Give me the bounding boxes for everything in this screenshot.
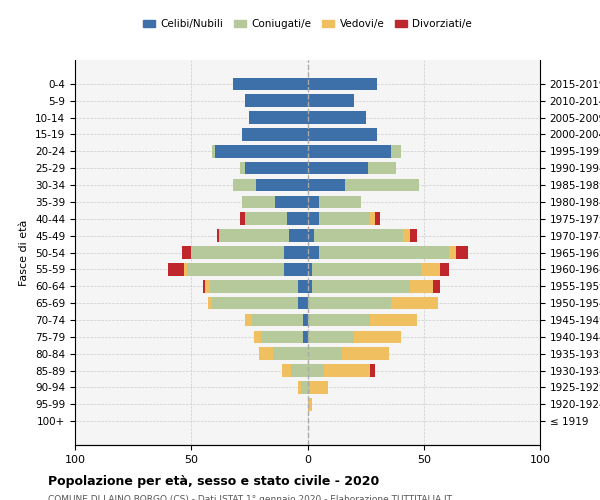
Bar [421, 263, 440, 276]
Bar [410, 230, 417, 242]
Bar [449, 246, 457, 259]
Bar [433, 280, 440, 292]
Bar [308, 314, 370, 326]
Bar [182, 246, 191, 259]
Bar [242, 196, 275, 208]
Bar [308, 398, 312, 410]
Bar [370, 212, 375, 225]
Text: Popolazione per età, sesso e stato civile - 2020: Popolazione per età, sesso e stato civil… [48, 475, 379, 488]
Bar [233, 178, 256, 192]
Bar [308, 162, 368, 174]
Bar [298, 297, 308, 310]
Bar [410, 280, 433, 292]
Bar [298, 381, 301, 394]
Bar [289, 230, 308, 242]
Bar [240, 212, 245, 225]
Bar [208, 297, 212, 310]
Bar [168, 263, 184, 276]
Bar [245, 94, 308, 107]
Bar [250, 111, 308, 124]
Bar [403, 230, 410, 242]
Bar [215, 145, 308, 158]
Bar [370, 314, 417, 326]
Bar [303, 330, 308, 343]
Bar [308, 128, 377, 141]
Bar [184, 263, 187, 276]
Bar [291, 364, 308, 377]
Bar [245, 162, 308, 174]
Bar [240, 162, 245, 174]
Bar [457, 246, 468, 259]
Bar [282, 364, 291, 377]
Bar [319, 196, 361, 208]
Bar [308, 297, 391, 310]
Bar [205, 280, 210, 292]
Bar [308, 263, 312, 276]
Bar [233, 78, 308, 90]
Bar [375, 212, 380, 225]
Bar [308, 94, 354, 107]
Bar [324, 364, 370, 377]
Bar [252, 314, 303, 326]
Bar [343, 348, 389, 360]
Bar [354, 330, 401, 343]
Bar [344, 178, 419, 192]
Bar [217, 230, 219, 242]
Y-axis label: Fasce di età: Fasce di età [19, 220, 29, 286]
Bar [254, 330, 261, 343]
Bar [256, 178, 308, 192]
Bar [245, 314, 252, 326]
Bar [219, 230, 289, 242]
Bar [308, 381, 310, 394]
Bar [308, 212, 319, 225]
Legend: Celibi/Nubili, Coniugati/e, Vedovi/e, Divorziati/e: Celibi/Nubili, Coniugati/e, Vedovi/e, Di… [139, 15, 476, 34]
Bar [314, 230, 403, 242]
Bar [212, 297, 298, 310]
Text: COMUNE DI LAINO BORGO (CS) - Dati ISTAT 1° gennaio 2020 - Elaborazione TUTTITALI: COMUNE DI LAINO BORGO (CS) - Dati ISTAT … [48, 495, 452, 500]
Bar [242, 128, 308, 141]
Bar [308, 78, 377, 90]
Bar [308, 348, 343, 360]
Bar [308, 196, 319, 208]
Bar [312, 280, 410, 292]
Bar [287, 212, 308, 225]
Bar [308, 330, 354, 343]
Bar [284, 263, 308, 276]
Bar [440, 263, 449, 276]
Bar [308, 111, 365, 124]
Bar [308, 145, 391, 158]
Bar [391, 297, 438, 310]
Bar [284, 246, 308, 259]
Bar [308, 364, 324, 377]
Bar [203, 280, 205, 292]
Bar [187, 263, 284, 276]
Bar [191, 246, 284, 259]
Bar [261, 330, 303, 343]
Bar [319, 212, 370, 225]
Bar [259, 348, 272, 360]
Bar [212, 145, 215, 158]
Bar [210, 280, 298, 292]
Bar [272, 348, 308, 360]
Bar [312, 263, 421, 276]
Bar [308, 280, 312, 292]
Bar [310, 381, 328, 394]
Bar [245, 212, 287, 225]
Bar [391, 145, 401, 158]
Bar [298, 280, 308, 292]
Bar [308, 178, 344, 192]
Bar [319, 246, 449, 259]
Bar [301, 381, 308, 394]
Bar [370, 364, 375, 377]
Bar [308, 230, 314, 242]
Bar [308, 246, 319, 259]
Bar [275, 196, 308, 208]
Bar [303, 314, 308, 326]
Bar [368, 162, 396, 174]
